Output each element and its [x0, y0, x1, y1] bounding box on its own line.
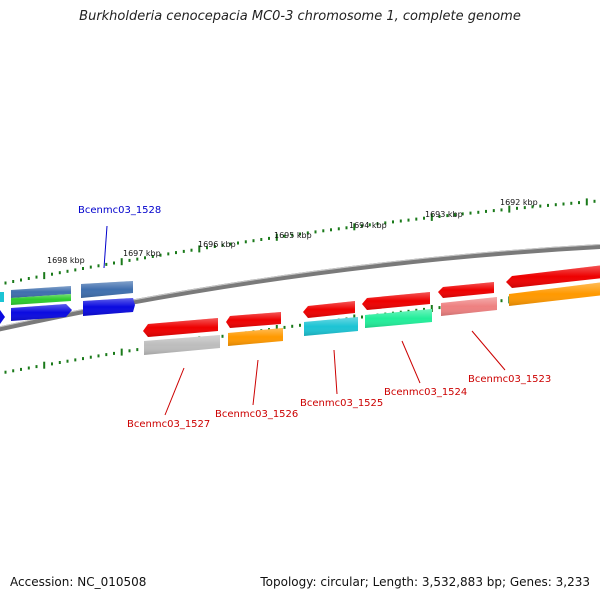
gene-label-1526[interactable]: Bcenmc03_1526 — [215, 409, 298, 420]
leader-line-1525 — [333, 349, 338, 395]
leader-line-1523 — [471, 330, 506, 371]
gene-label-1527[interactable]: Bcenmc03_1527 — [127, 419, 210, 430]
gene-label-1523[interactable]: Bcenmc03_1523 — [468, 374, 551, 385]
feature-orange-right[interactable] — [509, 282, 600, 306]
tick-label: 1698 kbp — [47, 256, 85, 265]
feature-blue-left-bottom[interactable] — [0, 310, 5, 324]
topology-summary: Topology: circular; Length: 3,532,883 bp… — [260, 575, 590, 589]
tick-label: 1694 kbp — [349, 221, 387, 230]
feature-cyan-left-top[interactable] — [0, 292, 4, 302]
gene-label-1524[interactable]: Bcenmc03_1524 — [384, 387, 467, 398]
feature-grey-1527[interactable] — [144, 335, 220, 355]
leader-line-1526 — [252, 359, 259, 406]
feature-mint-1524[interactable] — [365, 309, 432, 328]
leader-line-1524 — [401, 340, 421, 384]
tick-label: 1692 kbp — [500, 198, 538, 207]
feature-red-1523[interactable] — [438, 282, 494, 298]
leader-line-1528 — [103, 225, 108, 269]
chromosome-backbone-highlight — [0, 244, 600, 328]
gene-label-1525[interactable]: Bcenmc03_1525 — [300, 398, 383, 409]
tick-label: 1697 kbp — [123, 249, 161, 258]
gene-label-1528[interactable]: Bcenmc03_1528 — [78, 205, 161, 216]
leader-line-1527 — [164, 367, 185, 416]
feature-blue-1[interactable] — [11, 304, 72, 321]
feature-red-1526[interactable] — [226, 312, 281, 328]
feature-red-1527[interactable] — [143, 318, 218, 337]
tick-label: 1695 kbp — [274, 231, 312, 240]
feature-blue-2[interactable] — [83, 298, 135, 316]
map-title: Burkholderia cenocepacia MC0-3 chromosom… — [79, 9, 521, 24]
chromosome-backbone — [0, 244, 600, 332]
feature-red-1524[interactable] — [362, 292, 430, 310]
feature-orange-1526[interactable] — [228, 328, 283, 346]
feature-red-1525[interactable] — [303, 301, 355, 318]
accession-text: Accession: NC_010508 — [10, 575, 147, 589]
feature-steel-blue-2[interactable] — [81, 281, 133, 298]
feature-red-right[interactable] — [506, 265, 600, 288]
feature-cyan-1525[interactable] — [304, 317, 358, 336]
feature-pink-1523[interactable] — [441, 297, 497, 316]
tick-label: 1693 kbp — [425, 210, 463, 219]
tick-label: 1696 kbp — [198, 240, 236, 249]
feature-green-1[interactable] — [11, 294, 71, 305]
upper-tick-row — [4, 198, 596, 285]
